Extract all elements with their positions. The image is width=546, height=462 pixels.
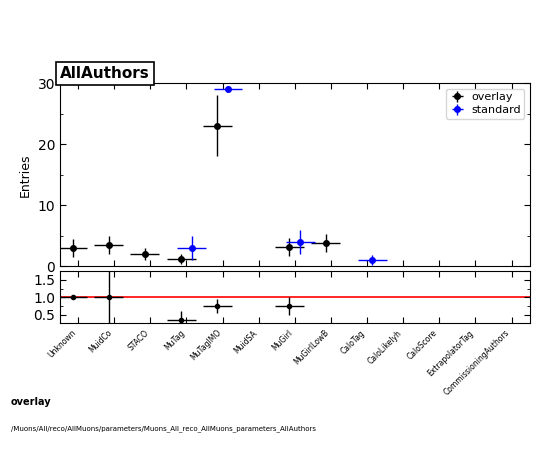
Legend: overlay, standard: overlay, standard — [446, 89, 524, 119]
Text: overlay: overlay — [11, 397, 51, 407]
Text: /Muons/All/reco/AllMuons/parameters/Muons_All_reco_AllMuons_parameters_AllAuthor: /Muons/All/reco/AllMuons/parameters/Muon… — [11, 425, 316, 432]
Text: AllAuthors: AllAuthors — [60, 66, 150, 81]
Y-axis label: Entries: Entries — [19, 153, 32, 196]
